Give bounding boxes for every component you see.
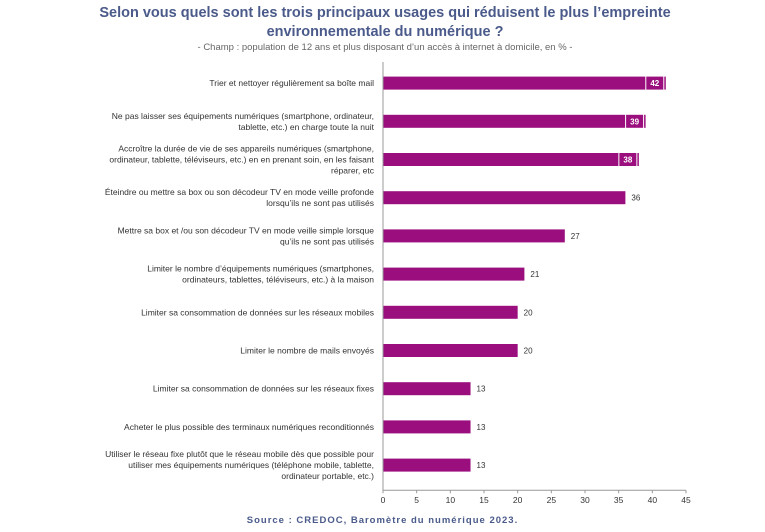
x-tick-label: 25 <box>547 495 557 505</box>
bar <box>383 458 471 472</box>
x-tick-label: 20 <box>513 495 523 505</box>
category-label: Limiter le nombre d’équipements numériqu… <box>147 264 374 274</box>
bar <box>383 382 471 396</box>
category-label: Ne pas laisser ses équipements numérique… <box>112 111 374 121</box>
value-label: 36 <box>631 194 640 203</box>
value-label: 13 <box>477 385 486 394</box>
value-label: 39 <box>630 117 639 126</box>
category-label: Limiter sa consommation de données sur l… <box>153 384 374 394</box>
category-label: réparer, etc <box>331 166 375 176</box>
x-tick-label: 10 <box>446 495 456 505</box>
bar <box>383 191 626 205</box>
x-tick-label: 40 <box>648 495 658 505</box>
x-tick-label: 30 <box>580 495 590 505</box>
category-label: tablette, etc.) en charge toute la nuit <box>238 122 374 132</box>
value-label: 21 <box>530 270 539 279</box>
value-label: 13 <box>477 461 486 470</box>
category-label: Utiliser le réseau fixe plutôt que le ré… <box>105 449 374 459</box>
category-label: ordinateur, tablette, téléviseurs, etc.)… <box>109 155 374 165</box>
category-label: qu’ils ne sont pas utilisés <box>280 236 374 246</box>
value-label-box <box>645 75 665 91</box>
value-label: 13 <box>477 423 486 432</box>
category-label: Éteindre ou mettre sa box ou son décodeu… <box>105 187 374 197</box>
value-label-box <box>625 113 645 129</box>
chart-subtitle: - Champ : population de 12 ans et plus d… <box>197 42 573 53</box>
x-tick-label: 15 <box>479 495 489 505</box>
x-tick-label: 0 <box>381 495 386 505</box>
x-tick-label: 45 <box>681 495 691 505</box>
bar <box>383 76 666 90</box>
chart-title: Selon vous quels sont les trois principa… <box>99 5 671 40</box>
category-label: Acheter le plus possible des terminaux n… <box>124 422 374 432</box>
bar <box>383 420 471 434</box>
value-label: 38 <box>623 156 632 165</box>
bar <box>383 344 518 357</box>
value-label: 20 <box>524 308 533 317</box>
category-label: Limiter sa consommation de données sur l… <box>141 307 374 317</box>
bar <box>383 229 565 243</box>
category-label: ordinateur portable, etc.) <box>281 471 374 481</box>
source-note: Source : CREDOC, Baromètre du numérique … <box>246 515 519 526</box>
value-label: 20 <box>524 347 533 356</box>
bar <box>383 267 525 281</box>
bar <box>383 305 518 319</box>
category-label: Accroître la durée de vie de ses apparei… <box>118 144 374 154</box>
category-label: lorsqu’ils ne sont pas utilisés <box>266 198 374 208</box>
value-label: 42 <box>650 79 659 88</box>
category-label: Mettre sa box et /ou son décodeur TV en … <box>118 225 375 235</box>
bar <box>383 153 639 166</box>
category-label: Limiter le nombre de mails envoyés <box>240 346 374 356</box>
value-label-box <box>618 152 638 167</box>
bar-chart: Trier et nettoyer régulièrement sa boîte… <box>105 62 691 505</box>
category-label: Trier et nettoyer régulièrement sa boîte… <box>209 78 374 88</box>
value-label: 27 <box>571 232 580 241</box>
x-tick-label: 5 <box>414 495 419 505</box>
category-label: ordinateurs, tablettes, téléviseurs, etc… <box>182 275 374 285</box>
x-tick-label: 35 <box>614 495 624 505</box>
bar <box>383 114 646 128</box>
category-label: utiliser mes équipements numériques (tél… <box>128 460 374 470</box>
